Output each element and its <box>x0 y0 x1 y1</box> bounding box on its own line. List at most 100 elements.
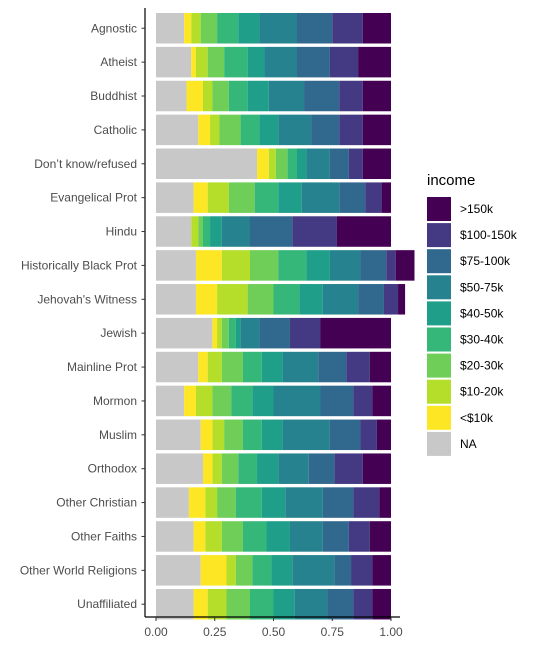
bar-segment <box>379 487 391 518</box>
x-ticks-layer: 0.00 0.25 0.50 0.75 1.00 <box>144 617 403 639</box>
legend-key <box>427 301 451 326</box>
bar-segment <box>358 46 391 78</box>
bar-segment <box>247 46 265 78</box>
y-tick-label: Muslim <box>99 428 137 442</box>
bar-segment <box>217 317 222 349</box>
bar-segment <box>273 284 300 315</box>
bar-segment <box>334 453 363 484</box>
y-tick-label: Historically Black Prot <box>21 258 138 272</box>
bar-segment <box>217 487 236 518</box>
legend-key <box>427 405 451 430</box>
bar-segment <box>329 148 349 180</box>
y-tick-label: Mainline Prot <box>67 360 138 374</box>
bar-segment <box>221 521 243 552</box>
legend-title: income <box>427 172 475 189</box>
bar-segment <box>289 521 323 552</box>
bar-segment <box>156 284 196 315</box>
bar-segment <box>259 114 279 146</box>
bar-segment <box>195 284 218 315</box>
bar-segment <box>156 148 258 180</box>
bar-segment <box>386 250 396 281</box>
legend-label: $20-30k <box>460 359 504 373</box>
bar-segment <box>254 182 279 213</box>
bar-segment <box>362 453 391 484</box>
bar-segment <box>322 284 359 315</box>
bar-segment <box>365 182 382 213</box>
bar-segment <box>191 216 199 247</box>
bar-segment <box>235 317 241 349</box>
bar-segment <box>221 351 243 383</box>
bar-segment <box>362 80 391 112</box>
bar-segment <box>212 419 225 451</box>
bar-segment <box>217 284 248 315</box>
bar-segment <box>252 385 274 417</box>
bar-segment <box>224 46 248 78</box>
legend-label: <$10k <box>460 411 494 425</box>
bar-segment <box>207 588 227 620</box>
bar-segment <box>275 148 288 180</box>
bar-segment <box>191 46 196 78</box>
bar-segment <box>320 385 354 417</box>
bar-segment <box>271 555 293 586</box>
bar-segment <box>188 487 206 518</box>
bar-segment <box>156 385 185 417</box>
bar-segment <box>228 182 255 213</box>
y-tick-label: Don’t know/refused <box>34 157 137 171</box>
bar-segment <box>156 419 201 451</box>
bar-segment <box>212 453 222 484</box>
bar-segment <box>292 216 337 247</box>
bar-segment <box>376 419 391 451</box>
bar-segment <box>329 46 359 78</box>
bar-segment <box>203 216 211 247</box>
bar-segment <box>198 114 211 146</box>
bar-segment <box>238 453 258 484</box>
y-tick-label: Jewish <box>100 326 137 340</box>
y-tick-label: Buddhist <box>90 89 137 103</box>
bar-segment <box>207 351 222 383</box>
bar-segment <box>205 487 218 518</box>
bar-segment <box>210 216 222 247</box>
bar-segment <box>191 13 201 44</box>
bar-segment <box>156 588 194 620</box>
bar-segment <box>297 148 307 180</box>
bar-segment <box>264 46 297 78</box>
bar-segment <box>336 216 391 247</box>
bar-segment <box>184 385 196 417</box>
bar-segment <box>200 555 227 586</box>
y-tick-label: Atheist <box>100 55 137 69</box>
bar-segment <box>231 385 253 417</box>
bar-segment <box>320 317 391 349</box>
bar-segment <box>278 114 312 146</box>
bar-segment <box>383 284 399 315</box>
bar-segment <box>156 555 201 586</box>
bar-segment <box>193 182 208 213</box>
legend-label: $10-20k <box>460 385 504 399</box>
bar-segment <box>250 250 279 281</box>
bar-segment <box>348 148 363 180</box>
bar-segment <box>186 80 203 112</box>
bar-segment <box>339 182 366 213</box>
bar-segment <box>261 419 283 451</box>
legend: income >150k $100-150k $75-100k $50-75k $40-… <box>427 172 518 456</box>
bar-segment <box>195 385 213 417</box>
bar-segment <box>221 453 239 484</box>
bar-segment <box>226 555 236 586</box>
bar-segment <box>235 487 262 518</box>
bar-segment <box>203 80 213 112</box>
bar-segment <box>198 351 208 383</box>
bar-segment <box>228 80 248 112</box>
bar-segment <box>362 114 391 146</box>
bar-segment <box>372 555 391 586</box>
x-tick-label: 0.50 <box>262 625 286 639</box>
x-tick-label: 1.00 <box>379 625 403 639</box>
bar-segment <box>278 250 307 281</box>
bar-segment <box>156 453 203 484</box>
bar-segment <box>268 148 276 180</box>
bar-segment <box>351 555 373 586</box>
bar-segment <box>212 317 218 349</box>
bar-segment <box>360 250 387 281</box>
bar-segment <box>221 250 250 281</box>
bar-segment <box>329 250 361 281</box>
bar-segment <box>198 216 203 247</box>
bar-segment <box>299 284 323 315</box>
